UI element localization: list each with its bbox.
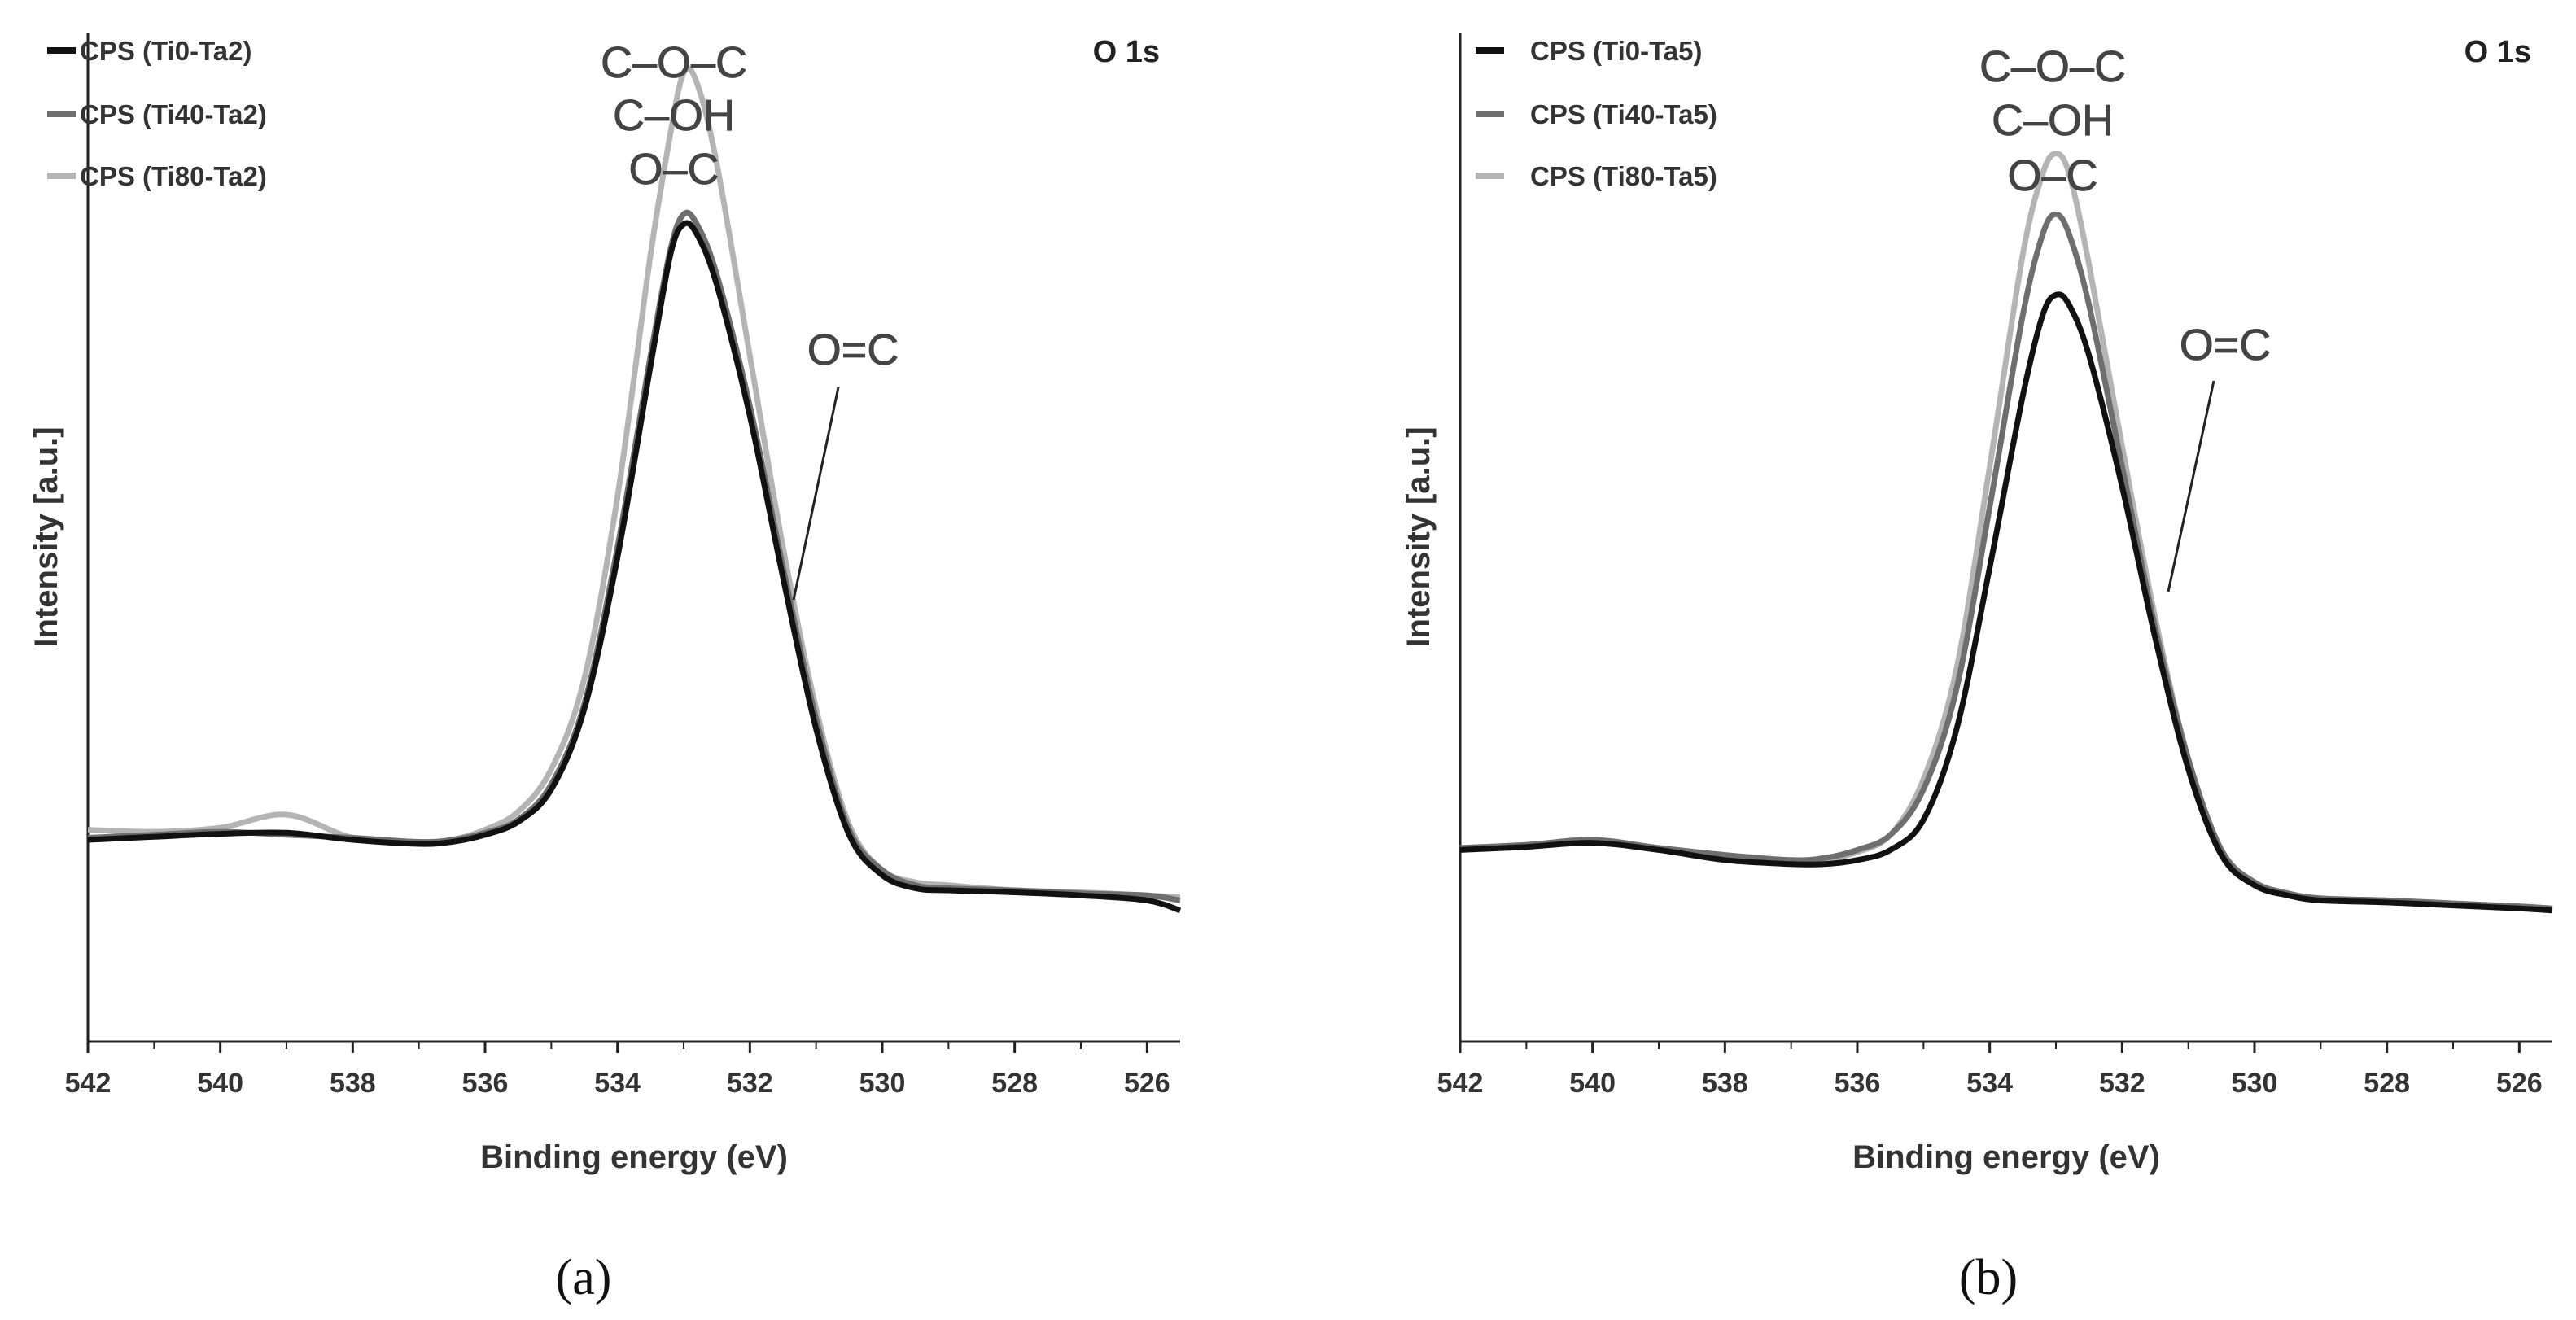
panel-b-x-tick-label: 536 [1835, 1068, 1881, 1099]
panel-a-x-tick-label: 534 [594, 1068, 641, 1099]
panel-a-shoulder-pointer [792, 387, 840, 601]
panel-a-x-tick-label: 530 [859, 1068, 906, 1099]
panel-a-x-tick-label: 538 [330, 1068, 376, 1099]
panel-b-x-tick-label: 534 [1966, 1068, 2013, 1099]
panel-b-legend-label-1: CPS (Ti40-Ta5) [1530, 99, 1717, 129]
panel-b-peak-label-line-2: O–C [2007, 151, 2097, 200]
panel-b-shoulder-label: O=C [2180, 321, 2272, 369]
panel-a-shoulder-label: O=C [807, 326, 899, 374]
panel-a-legend-label-0: CPS (Ti0-Ta2) [80, 36, 252, 66]
panel-b-x-axis-title: Binding energy (eV) [1852, 1139, 2160, 1175]
panel-a-x-tick-label: 536 [462, 1068, 509, 1099]
panel-b-x-tick-label: 538 [1702, 1068, 1748, 1099]
panel-b-series-line-2 [1459, 151, 2553, 911]
panel-b-series-line-1 [1459, 211, 2553, 911]
panel-a-label: (a) [556, 1250, 612, 1305]
panel-a-x-tick-label: 528 [991, 1068, 1038, 1099]
panel-a-series-group [87, 65, 1182, 914]
panel-b-series-group [1459, 151, 2553, 914]
panel-b-peak-annotation: C–O–C C–OH O–C [1979, 42, 2127, 201]
panel-b-legend: CPS (Ti0-Ta5) CPS (Ti40-Ta5) CPS (Ti80-T… [1476, 36, 1717, 191]
panel-b-chart: 542 540 538 536 534 532 530 528 526 Binding ener… [1401, 33, 2553, 1305]
panel-b-x-tick-label: 540 [1569, 1068, 1616, 1099]
panel-a-x-tick-label: 526 [1124, 1068, 1170, 1099]
panel-a-legend-label-2: CPS (Ti80-Ta2) [80, 161, 267, 191]
panel-a-series-line-1 [87, 209, 1181, 903]
panel-a-peak-label-line-2: O–C [628, 145, 719, 194]
panel-b-shoulder-pointer [2167, 380, 2215, 592]
panel-b-y-axis-title: Intensity [a.u.] [1401, 426, 1437, 647]
panel-b-peak-label-line-1: C–OH [1992, 96, 2114, 145]
panel-a-x-axis-title: Binding energy (eV) [480, 1139, 788, 1175]
panel-a-series-line-0 [87, 220, 1182, 914]
panel-b-x-tick-label: 542 [1437, 1068, 1484, 1099]
panel-a-region-label: O 1s [1093, 35, 1160, 69]
panel-a-y-axis-title: Intensity [a.u.] [28, 426, 64, 647]
panel-b-series-line-0 [1459, 291, 2553, 914]
panel-a-x-tick-label: 542 [65, 1068, 112, 1099]
panel-b-peak-label-line-0: C–O–C [1979, 42, 2126, 91]
panel-b-x-ticks: 542 540 538 536 534 532 530 528 526 [1437, 1042, 2543, 1099]
panel-a-x-ticks: 542 540 538 536 534 532 530 528 526 [65, 1042, 1170, 1099]
panel-a-peak-label-line-1: C–OH [613, 91, 735, 140]
panel-a-x-tick-label: 532 [727, 1068, 773, 1099]
panel-b-x-tick-label: 532 [2099, 1068, 2145, 1099]
panel-a-peak-annotation: C–O–C C–OH O–C [601, 38, 748, 195]
panel-a-legend: CPS (Ti0-Ta2) CPS (Ti40-Ta2) CPS (Ti80-T… [47, 36, 267, 191]
panel-b-label: (b) [1959, 1250, 2018, 1305]
panel-a-peak-label-line-0: C–O–C [601, 38, 747, 87]
panel-a-x-tick-label: 540 [197, 1068, 243, 1099]
panel-b-region-label: O 1s [2464, 35, 2531, 69]
panel-a-legend-label-1: CPS (Ti40-Ta2) [80, 99, 267, 129]
panel-b-x-tick-label: 528 [2364, 1068, 2410, 1099]
panel-b-x-tick-label: 526 [2496, 1068, 2543, 1099]
panel-a-chart: 542 540 538 536 534 532 530 528 526 Binding ener… [28, 33, 1182, 1305]
panel-b-x-tick-label: 530 [2232, 1068, 2278, 1099]
panel-b-legend-label-0: CPS (Ti0-Ta5) [1530, 36, 1703, 66]
panel-b-legend-label-2: CPS (Ti80-Ta5) [1530, 161, 1717, 191]
